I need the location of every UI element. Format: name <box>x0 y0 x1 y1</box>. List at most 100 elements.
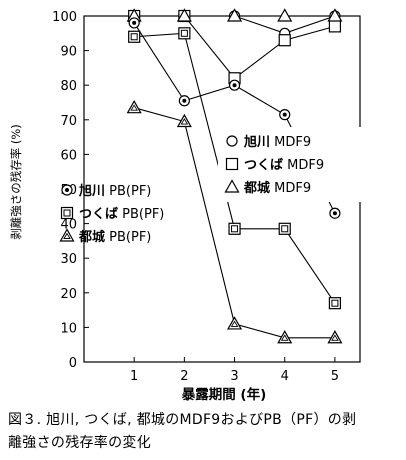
figure-caption: 図３. 旭川, つくば, 都城のMDF9およびPB（PF）の剥 離強さの残存率の… <box>8 409 400 455</box>
legend-marker <box>224 179 240 193</box>
marker-inner-triangle <box>180 118 189 125</box>
data-point-series-3 <box>327 8 343 22</box>
legend-marker <box>226 135 238 147</box>
x-tick-label: 4 <box>281 369 289 384</box>
data-point-series-4 <box>228 79 241 91</box>
marker-triangle <box>327 8 343 22</box>
marker-triangle <box>277 8 293 22</box>
y-tick-label: 60 <box>60 148 77 163</box>
legend-marker <box>59 228 75 242</box>
marker-square <box>60 206 74 220</box>
legend-label-material: MDF9 <box>270 181 311 196</box>
marker-dot <box>332 211 337 216</box>
legend-label: 旭川 PB(PF) <box>78 183 151 199</box>
marker-square <box>278 222 291 235</box>
legend-pb: 旭川 PB(PF)つくば PB(PF)都城 PB(PF) <box>59 183 164 245</box>
marker-inner-triangle <box>63 232 71 239</box>
legend-label-place: 旭川 <box>78 183 105 199</box>
x-axis-label: 暴露期間 (年) <box>181 386 267 403</box>
legend-label: つくば MDF9 <box>244 158 324 173</box>
legend-label: つくば PB(PF) <box>79 207 164 222</box>
marker-inner-square <box>231 225 239 233</box>
marker-triangle <box>227 316 243 330</box>
marker-square <box>228 222 241 235</box>
data-point-series-6 <box>327 330 343 344</box>
legend-marker <box>225 157 239 171</box>
marker-triangle <box>224 179 240 193</box>
legend-label-place: 都城 <box>78 229 105 245</box>
chart-ticks: 010203040506070809010012345 <box>52 10 339 384</box>
marker-inner-square <box>281 225 289 233</box>
marker-triangle <box>327 330 343 344</box>
marker-inner-triangle <box>130 104 138 111</box>
data-point-series-5 <box>328 297 342 310</box>
caption-line-1: 図３. 旭川, つくば, 都城のMDF9およびPB（PF）の剥 <box>8 412 357 428</box>
legend-label: 旭川 MDF9 <box>243 134 311 150</box>
marker-square <box>328 297 342 310</box>
data-point-series-4 <box>178 95 190 107</box>
marker-dot <box>282 112 287 117</box>
y-axis-label: 剥離強さの残存率 (%) <box>9 124 23 240</box>
x-tick-label: 2 <box>180 369 188 384</box>
marker-inner-triangle <box>331 334 339 341</box>
data-point-series-5 <box>178 27 191 40</box>
y-tick-label: 70 <box>60 114 77 129</box>
legend-marker <box>61 184 73 196</box>
data-point-series-4 <box>128 17 140 29</box>
x-tick-label: 1 <box>130 369 138 384</box>
y-tick-label: 80 <box>60 79 77 94</box>
data-point-series-4 <box>279 109 291 121</box>
marker-square <box>225 157 239 171</box>
marker-square <box>178 27 191 40</box>
marker-inner-triangle <box>280 334 289 341</box>
y-tick-label: 30 <box>60 252 77 267</box>
marker-inner-square <box>180 29 188 37</box>
marker-dot <box>65 188 69 192</box>
legend-label-material: PB(PF) <box>118 207 164 222</box>
marker-inner-square <box>63 209 71 217</box>
marker-triangle <box>227 8 243 22</box>
marker-dot <box>132 20 137 25</box>
y-tick-label: 40 <box>60 218 77 233</box>
y-tick-label: 10 <box>60 321 77 336</box>
y-tick-label: 100 <box>52 10 77 25</box>
marker-circle <box>226 135 238 147</box>
marker-dot <box>182 98 187 103</box>
data-point-series-2 <box>328 20 342 33</box>
legend-label-place: 旭川 <box>243 134 270 150</box>
data-point-series-3 <box>277 8 293 22</box>
marker-triangle <box>126 99 142 114</box>
data-point-series-6 <box>126 99 142 114</box>
marker-square <box>328 20 342 33</box>
data-point-series-6 <box>176 113 192 128</box>
x-tick-label: 3 <box>230 369 238 384</box>
legend-label: 都城 MDF9 <box>243 180 311 196</box>
legend-label-place: 都城 <box>243 180 270 196</box>
chart-markers <box>126 8 343 344</box>
marker-inner-square <box>130 33 138 41</box>
legend-label-material: PB(PF) <box>105 184 151 199</box>
marker-dot <box>232 83 237 88</box>
marker-triangle <box>176 8 192 22</box>
data-point-series-4 <box>329 207 341 219</box>
marker-square <box>278 34 291 47</box>
caption-line-2: 離強さの残存率の変化 <box>8 435 151 451</box>
data-point-series-5 <box>128 30 141 43</box>
y-tick-label: 90 <box>60 45 77 60</box>
legend-label-material: PB(PF) <box>105 230 151 245</box>
marker-inner-square <box>331 299 339 307</box>
data-point-series-3 <box>176 8 192 22</box>
marker-square <box>128 30 141 43</box>
legend-background <box>218 127 366 202</box>
legend-marker <box>60 206 74 220</box>
data-point-series-2 <box>278 34 291 47</box>
legend-label-material: MDF9 <box>283 158 324 173</box>
data-point-series-6 <box>227 316 243 330</box>
data-point-series-3 <box>227 8 243 22</box>
y-tick-label: 20 <box>60 287 77 302</box>
data-point-series-5 <box>278 222 291 235</box>
marker-inner-triangle <box>230 320 239 327</box>
legend-label-place: つくば <box>244 158 283 173</box>
legend-label: 都城 PB(PF) <box>78 229 151 245</box>
